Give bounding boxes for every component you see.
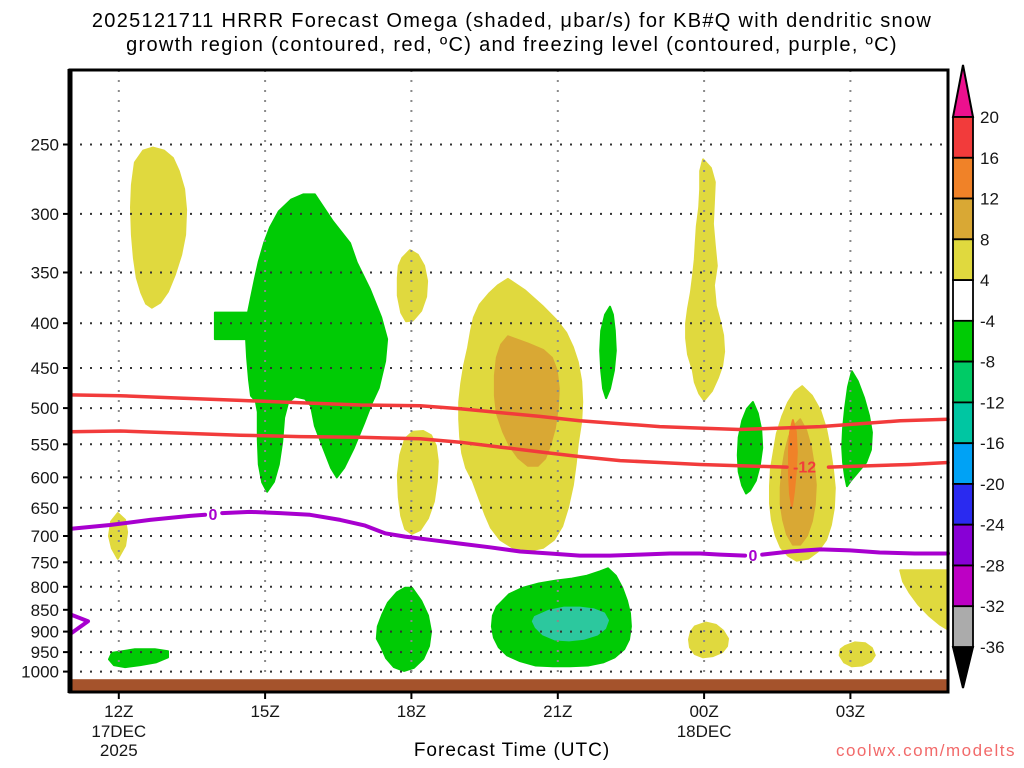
omega-region-yellow — [396, 430, 439, 535]
omega-region-green — [841, 370, 873, 488]
contour-label: 0 — [208, 507, 217, 524]
x-axis-tick-label: 15Z — [250, 702, 279, 721]
y-axis-tick-label: 650 — [31, 499, 59, 518]
omega-region-green — [375, 586, 432, 672]
colorbar-segment — [952, 319, 974, 363]
omega-region-green — [599, 305, 617, 400]
colorbar-tick-label: 16 — [980, 149, 999, 168]
chart-title-line1: 2025121711 HRRR Forecast Omega (shaded, … — [91, 10, 933, 32]
colorbar-tick-label: -24 — [980, 516, 1005, 535]
omega-region-teal — [531, 606, 609, 642]
contour-label: -12 — [793, 460, 816, 477]
y-axis-tick-label: 1000 — [21, 663, 59, 682]
x-axis-year-label: 2025 — [100, 741, 138, 760]
colorbar-arrow-below — [951, 646, 975, 689]
colorbar-segment — [952, 116, 974, 159]
x-axis-tick-label: 18Z — [397, 702, 426, 721]
x-axis-tick-label: 03Z — [836, 702, 865, 721]
watermark-text: coolwx.com/modelts — [835, 741, 1016, 760]
colorbar-tick-label: 8 — [980, 230, 989, 249]
contour-line — [68, 612, 90, 637]
x-axis-date-label: 18DEC — [677, 722, 732, 741]
y-axis-tick-label: 450 — [31, 359, 59, 378]
y-axis-tick-label: 600 — [31, 468, 59, 487]
omega-region-green — [108, 648, 169, 669]
contour-label: 0 — [748, 548, 757, 565]
colorbar-tick-label: -16 — [980, 434, 1005, 453]
y-axis-tick-label: 950 — [31, 643, 59, 662]
colorbar-segment — [952, 238, 974, 282]
omega-region-green — [213, 193, 389, 493]
colorbar-tick-label: -20 — [980, 475, 1005, 494]
omega-region-yellow — [899, 569, 949, 631]
y-axis-tick-label: 250 — [31, 136, 59, 155]
contour-line — [826, 460, 950, 469]
gridlines: 250 300 350 400 450 500 550 600 650 700 750 800 850 9… — [21, 70, 948, 760]
colorbar-tick-label: -8 — [980, 353, 995, 372]
x-axis-tick-label: 00Z — [689, 702, 718, 721]
colorbar-tick-label: 4 — [980, 271, 989, 290]
contour-line — [760, 547, 950, 557]
contour-line — [68, 429, 789, 469]
colorbar-tick-label: -36 — [980, 638, 1005, 657]
contour-freezing-level: 00 — [68, 507, 950, 637]
y-axis-tick-label: 500 — [31, 399, 59, 418]
x-axis-date-label: 17DEC — [91, 722, 146, 741]
colorbar-tick-label: -28 — [980, 557, 1005, 576]
colorbar-segment — [952, 605, 974, 648]
y-axis-tick-label: 550 — [31, 435, 59, 454]
y-axis-tick-label: 900 — [31, 623, 59, 642]
colorbar-tick-label: -4 — [980, 312, 995, 331]
colorbar-segment — [952, 564, 974, 608]
omega-region-green — [736, 401, 764, 495]
chart-title-line2: growth region (contoured, red, ºC) and f… — [126, 34, 898, 56]
colorbar-tick-label: 20 — [980, 108, 999, 127]
contour-line — [220, 509, 748, 558]
colorbar-segment — [952, 401, 974, 445]
omega-shaded-regions — [108, 146, 949, 672]
y-axis-tick-label: 700 — [31, 527, 59, 546]
y-axis-tick-label: 400 — [31, 314, 59, 333]
contour-line — [68, 393, 950, 432]
x-axis-tick-label: 21Z — [543, 702, 572, 721]
contour-line — [68, 512, 208, 531]
colorbar-segment — [952, 442, 974, 485]
omega-region-yellow — [396, 249, 429, 323]
terrain-surface — [70, 679, 948, 692]
x-axis-tick-label: 12Z — [104, 702, 133, 721]
contour-dendritic-growth-upper — [68, 393, 950, 432]
colorbar-segment — [952, 360, 974, 404]
y-axis-tick-label: 300 — [31, 205, 59, 224]
omega-region-yellow — [685, 158, 726, 402]
omega-region-yellow — [688, 621, 729, 659]
y-axis-tick-label: 750 — [31, 553, 59, 572]
x-axis-title: Forecast Time (UTC) — [413, 740, 611, 761]
contour-dendritic-growth-lower: -12 — [68, 429, 950, 477]
colorbar: 20 16 12 8 4 -4 -8 -12 -16 -20 -24 -28 -32 -36 — [951, 64, 1005, 689]
colorbar-segment — [952, 156, 974, 200]
omega-region-yellow — [838, 641, 876, 668]
colorbar-tick-label: -32 — [980, 597, 1005, 616]
colorbar-segment — [952, 279, 974, 322]
colorbar-tick-label: -12 — [980, 393, 1005, 412]
y-axis-tick-label: 350 — [31, 264, 59, 283]
colorbar-segment — [952, 197, 974, 241]
colorbar-segment — [952, 523, 974, 567]
colorbar-tick-label: 12 — [980, 190, 999, 209]
y-axis-tick-label: 850 — [31, 601, 59, 620]
colorbar-arrow-above — [951, 64, 975, 118]
omega-region-orange — [788, 419, 798, 508]
y-axis-tick-label: 800 — [31, 578, 59, 597]
omega-region-yellow — [130, 146, 188, 309]
colorbar-segment — [952, 482, 974, 526]
